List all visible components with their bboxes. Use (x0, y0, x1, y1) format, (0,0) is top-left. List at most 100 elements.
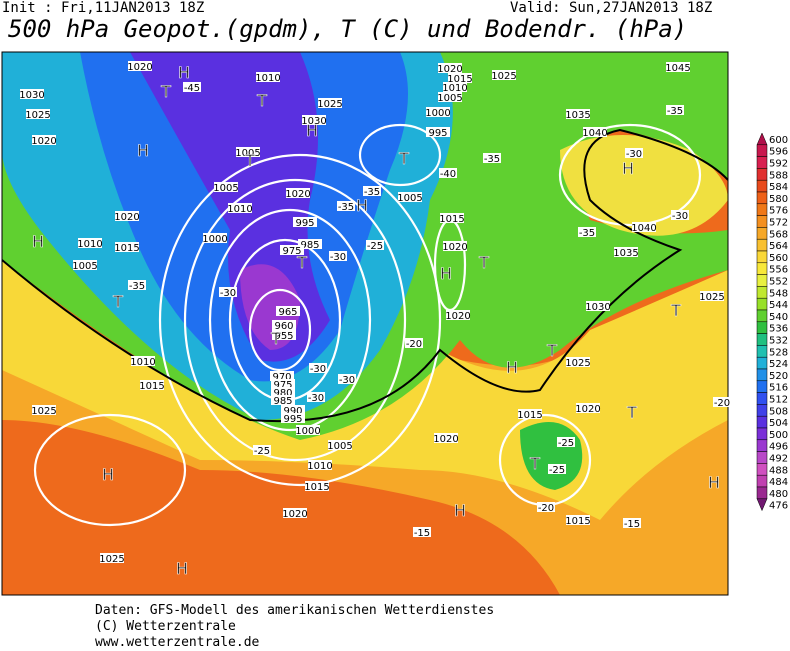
isobar-label: 985 (273, 396, 292, 407)
isobar-label: 1040 (582, 128, 607, 139)
footer-line: (C) Wetterzentrale (95, 619, 236, 634)
legend-label: 600 (769, 135, 788, 146)
pressure-system: H (440, 264, 452, 283)
isobar-label: 1015 (139, 381, 164, 392)
label-bg (271, 387, 295, 397)
legend-swatch (756, 439, 768, 452)
isobar-label: 1015 (304, 482, 329, 493)
label-bg (483, 153, 501, 163)
isobar-label: 1020 (282, 509, 307, 520)
label-bg (583, 127, 607, 137)
label-bg (236, 147, 260, 157)
label-bg (20, 89, 44, 99)
label-bg (256, 72, 280, 82)
isobar-label: 1005 (437, 93, 462, 104)
label-bg (73, 260, 97, 270)
legend-label: 484 (769, 477, 788, 488)
pressure-system: T (478, 253, 489, 272)
legend-label: 576 (769, 206, 788, 217)
isobar-label: 965 (278, 307, 297, 318)
isobar-label: 1025 (99, 554, 124, 565)
legend-label: 540 (769, 312, 788, 323)
legend-swatch (756, 179, 768, 193)
init-time: Init : Fri,11JAN2013 18Z (2, 0, 205, 16)
temperature-label: -35 (129, 281, 145, 292)
temperature-label: -25 (549, 465, 565, 476)
legend-swatch (756, 203, 768, 216)
label-bg (302, 115, 326, 125)
legend-label: 520 (769, 371, 788, 382)
label-bg (443, 241, 467, 251)
label-bg (439, 168, 457, 178)
label-bg (140, 380, 164, 390)
isobar-label: 1000 (202, 234, 227, 245)
isobar-label: 1020 (127, 62, 152, 73)
isobar-label: 1025 (565, 358, 590, 369)
temperature-label: -35 (364, 187, 380, 198)
pressure-system: T (296, 253, 307, 272)
isobar-label: 1020 (575, 404, 600, 415)
label-bg (566, 109, 590, 119)
legend-label: 592 (769, 159, 788, 170)
temperature-label: -30 (672, 211, 688, 222)
isobar-label: 1015 (447, 74, 472, 85)
isobar-label: 1015 (517, 410, 542, 421)
temperature-label: -25 (558, 438, 574, 449)
label-bg (280, 245, 304, 255)
isobar-label: 990 (283, 406, 302, 417)
isobar-label: 1005 (327, 441, 352, 452)
pressure-system: H (356, 196, 368, 215)
label-bg (337, 201, 355, 211)
label-bg (578, 227, 596, 237)
map-title: 500 hPa Geopot.(gpdm), T (C) und Bodendr… (8, 15, 688, 43)
label-bg (666, 62, 690, 72)
isobar-label: 955 (274, 331, 293, 342)
label-bg (666, 105, 684, 115)
legend-label: 500 (769, 430, 788, 441)
legend-swatch (756, 297, 768, 311)
label-bg (219, 287, 237, 297)
label-bg (272, 320, 296, 330)
temperature-label: -30 (220, 288, 236, 299)
pressure-system: T (160, 82, 171, 101)
label-bg (271, 395, 295, 405)
label-bg (566, 515, 590, 525)
legend-swatch (756, 215, 768, 228)
label-bg (281, 405, 305, 415)
temperature-label: -30 (339, 375, 355, 386)
legend-swatch (756, 144, 768, 157)
legend-swatch (756, 309, 768, 323)
isobar-label: 1030 (301, 116, 326, 127)
isobar-label: 1015 (565, 516, 590, 527)
legend-label: 532 (769, 336, 788, 347)
isobar-label: 975 (273, 380, 292, 391)
temperature-label: -15 (624, 519, 640, 530)
label-bg (440, 213, 464, 223)
label-bg (253, 445, 271, 455)
label-bg (632, 222, 656, 232)
pressure-system: H (176, 559, 188, 578)
isobar-label: 1020 (285, 189, 310, 200)
label-bg (405, 338, 423, 348)
isobar-label: 1045 (665, 63, 690, 74)
legend-swatch (756, 486, 768, 500)
label-bg (557, 437, 575, 447)
legend-label: 480 (769, 489, 788, 500)
label-bg (271, 379, 295, 389)
legend-label: 572 (769, 218, 788, 229)
label-bg (548, 464, 566, 474)
pressure-system: H (454, 501, 466, 520)
label-bg (32, 405, 56, 415)
temperature-label: -20 (714, 398, 730, 409)
legend-label: 544 (769, 300, 788, 311)
label-bg (214, 182, 238, 192)
isobar-label: 1025 (699, 292, 724, 303)
isobar-label: 1025 (25, 110, 50, 121)
isobar-label: 1030 (585, 302, 610, 313)
temperature-label: -30 (308, 393, 324, 404)
label-bg (518, 409, 542, 419)
label-bg (318, 98, 342, 108)
isobar-label: 1010 (442, 83, 467, 94)
legend-swatch (756, 392, 768, 405)
legend-label: 508 (769, 406, 788, 417)
